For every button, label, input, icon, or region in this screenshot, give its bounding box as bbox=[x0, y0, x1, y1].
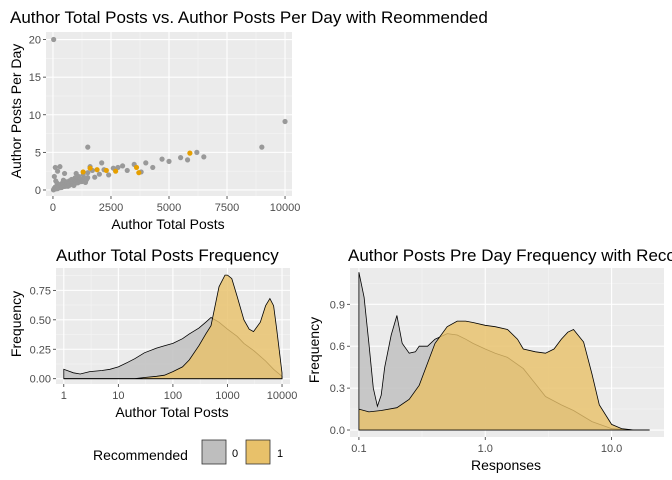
scatter-point-not-recommended bbox=[55, 168, 61, 174]
per-day-density-panel: 0.1 1.0 10.0 0.0 0.3 0.6 0.9 bbox=[330, 268, 664, 455]
density-area-recommended bbox=[358, 320, 650, 431]
x-tick-label: 5000 bbox=[157, 202, 181, 214]
x-tick-label: 2500 bbox=[99, 202, 123, 214]
scatter-point-not-recommended bbox=[51, 173, 57, 180]
scatter-x-axis-label: Author Total Posts bbox=[111, 216, 224, 232]
legend-title: Recommended bbox=[93, 447, 188, 463]
scatter-point-not-recommended bbox=[106, 172, 112, 178]
y-tick-label: 10 bbox=[29, 110, 41, 122]
per-day-density-title: Author Posts Pre Day Frequency with Reco… bbox=[348, 246, 672, 265]
y-tick-label: 5 bbox=[35, 147, 41, 159]
scatter-point-recommended bbox=[94, 167, 100, 173]
x-tick-label: 1 bbox=[61, 390, 67, 402]
per-day-y-axis-label: Frequency bbox=[306, 317, 322, 383]
x-tick-label: 0 bbox=[50, 202, 56, 214]
y-tick-label: 0.25 bbox=[30, 344, 51, 356]
scatter-point-recommended bbox=[187, 150, 193, 156]
density-area-recommended bbox=[63, 274, 283, 380]
x-tick-label: 10 bbox=[112, 390, 124, 402]
scatter-point-not-recommended bbox=[124, 167, 130, 174]
scatter-point-not-recommended bbox=[194, 149, 200, 155]
scatter-point-not-recommended bbox=[61, 170, 68, 177]
scatter-point-not-recommended bbox=[150, 164, 156, 171]
scatter-point-not-recommended bbox=[92, 174, 98, 180]
legend-label-0: 0 bbox=[232, 448, 238, 460]
scatter-point-recommended bbox=[136, 170, 142, 176]
scatter-panel: 0 2500 5000 7500 10000 0 5 10 15 20 bbox=[29, 32, 301, 214]
y-tick-label: 0.9 bbox=[330, 299, 345, 311]
scatter-point-not-recommended bbox=[259, 144, 265, 150]
scatter-point-recommended bbox=[80, 169, 86, 175]
y-tick-label: 15 bbox=[29, 72, 41, 84]
x-tick-label: 100 bbox=[164, 390, 182, 402]
scatter-point-not-recommended bbox=[143, 160, 149, 166]
x-tick-label: 1.0 bbox=[478, 443, 493, 455]
scatter-point-not-recommended bbox=[60, 177, 67, 183]
scatter-title: Author Total Posts vs. Author Posts Per … bbox=[10, 8, 488, 27]
per-day-x-axis-label: Responses bbox=[471, 457, 541, 473]
scatter-point-not-recommended bbox=[99, 160, 105, 166]
scatter-point-recommended bbox=[87, 165, 93, 171]
y-tick-label: 0.50 bbox=[30, 315, 51, 327]
x-tick-label: 1000 bbox=[215, 390, 239, 402]
x-tick-label: 10000 bbox=[267, 390, 298, 402]
scatter-point-not-recommended bbox=[115, 164, 121, 171]
scatter-point-not-recommended bbox=[178, 155, 184, 161]
x-tick-label: 10.0 bbox=[601, 443, 622, 455]
total-posts-y-axis-label: Frequency bbox=[8, 291, 24, 357]
scatter-point-not-recommended bbox=[282, 118, 288, 125]
scatter-point-not-recommended bbox=[166, 158, 172, 164]
scatter-point-not-recommended bbox=[85, 170, 91, 176]
scatter-point-not-recommended bbox=[57, 164, 63, 170]
legend-swatch-1 bbox=[245, 439, 271, 465]
y-tick-label: 0.75 bbox=[30, 285, 51, 297]
scatter-point-recommended bbox=[133, 164, 140, 171]
y-tick-label: 0 bbox=[35, 185, 41, 197]
x-tick-label: 7500 bbox=[215, 202, 239, 214]
y-tick-label: 20 bbox=[29, 35, 41, 47]
total-posts-density-panel: 1 10 100 1000 10000 0.00 0.25 0.50 0.75 bbox=[30, 268, 298, 402]
scatter-point-not-recommended bbox=[85, 144, 91, 150]
scatter-y-axis-label: Author Posts Per Day bbox=[8, 44, 24, 179]
scatter-point-not-recommended bbox=[159, 156, 165, 162]
legend: Recommended 0 1 bbox=[93, 439, 283, 465]
scatter-point-not-recommended bbox=[96, 171, 102, 177]
legend-swatch-0 bbox=[201, 439, 227, 465]
scatter-point-recommended bbox=[103, 167, 109, 174]
scatter-point-not-recommended bbox=[52, 164, 58, 171]
total-posts-x-axis-label: Author Total Posts bbox=[115, 404, 228, 420]
scatter-point-not-recommended bbox=[184, 157, 191, 163]
scatter-point-not-recommended bbox=[201, 154, 207, 160]
total-posts-density-title: Author Total Posts Frequency bbox=[56, 246, 279, 265]
scatter-point-not-recommended bbox=[73, 170, 79, 177]
scatter-point-not-recommended bbox=[51, 36, 57, 43]
scatter-point-not-recommended bbox=[85, 175, 91, 181]
x-tick-label: 10000 bbox=[270, 202, 301, 214]
y-tick-label: 0.6 bbox=[330, 341, 345, 353]
x-tick-label: 0.1 bbox=[351, 443, 366, 455]
y-tick-label: 0.00 bbox=[30, 374, 51, 386]
y-tick-label: 0.3 bbox=[330, 383, 345, 395]
scatter-point-recommended bbox=[113, 168, 119, 174]
y-tick-label: 0.0 bbox=[330, 425, 345, 437]
scatter-point-not-recommended bbox=[119, 163, 126, 169]
legend-label-1: 1 bbox=[277, 448, 283, 460]
